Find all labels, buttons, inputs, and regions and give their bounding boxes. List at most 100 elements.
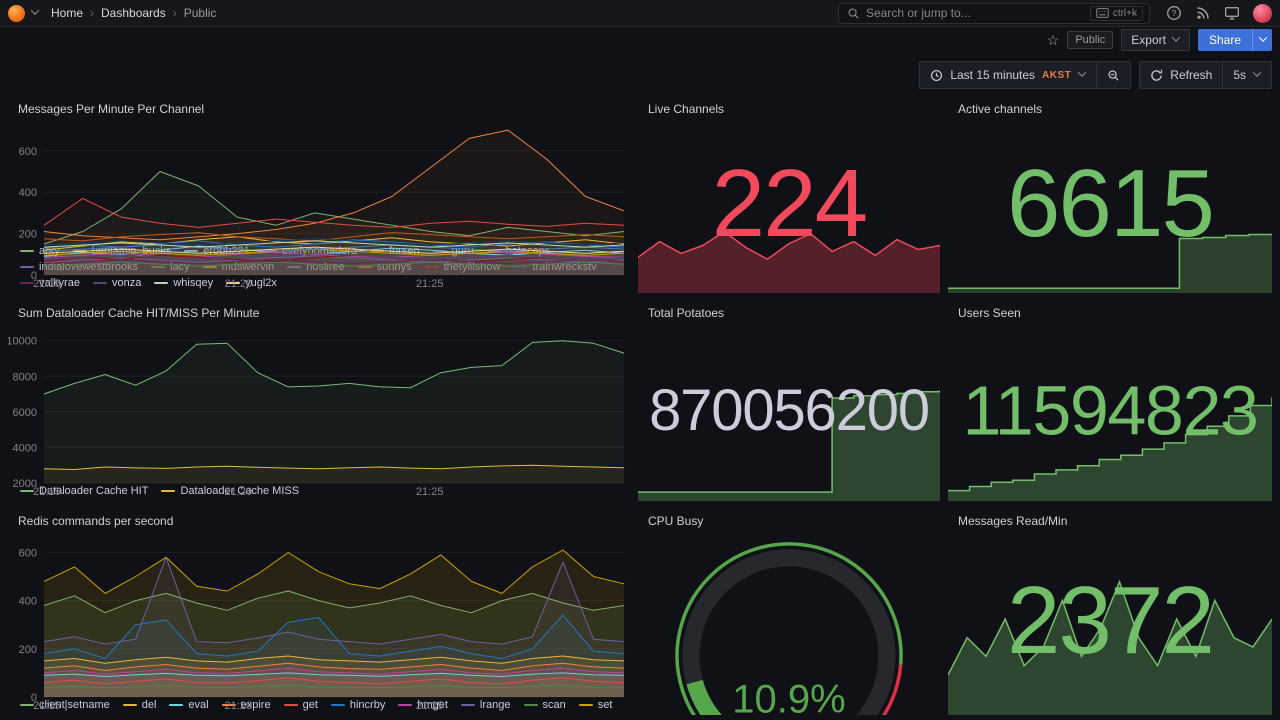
refresh-interval-dropdown[interactable]: 5s — [1222, 61, 1272, 89]
legend-item[interactable]: expire — [221, 698, 271, 712]
legend-item[interactable]: client|setname — [20, 698, 110, 712]
panel-title[interactable]: Total Potatoes — [648, 306, 725, 320]
legend-series-mark — [283, 704, 298, 706]
keyboard-icon — [1096, 8, 1109, 18]
search-input[interactable]: Search or jump to... ctrl+k — [838, 2, 1150, 24]
svg-text:10.9%: 10.9% — [732, 678, 845, 715]
legend-item[interactable]: hmget — [398, 698, 448, 712]
panel-title[interactable]: Users Seen — [958, 306, 1021, 320]
legend-item[interactable]: del — [122, 698, 156, 712]
stat-total-potatoes: 870056200 — [638, 322, 940, 501]
svg-text:21:20: 21:20 — [225, 486, 253, 497]
panel-title[interactable]: CPU Busy — [648, 514, 704, 528]
help-icon[interactable]: ? — [1166, 5, 1182, 21]
refresh-icon — [1151, 69, 1163, 81]
svg-text:21:15: 21:15 — [33, 278, 61, 289]
breadcrumb-home[interactable]: Home — [51, 6, 84, 20]
stat-users-seen: 11594823 — [948, 322, 1272, 501]
legend-item[interactable]: get — [283, 698, 318, 712]
dashboard-toolbar: Last 15 minutes AKST Refresh 5s — [0, 53, 1280, 95]
legend-item[interactable]: lrange — [460, 698, 511, 712]
timeseries-chart-dataloader[interactable]: 2000 4000 6000 8000 10000 21:15 21:20 21:25 — [8, 322, 630, 497]
legend-item[interactable]: scan — [523, 698, 566, 712]
breadcrumb: Home › Dashboards › Public — [51, 6, 216, 20]
svg-text:200: 200 — [19, 644, 37, 656]
panel-title[interactable]: Messages Read/Min — [958, 514, 1068, 528]
stat-messages-read: 2372 — [948, 530, 1272, 715]
legend-item[interactable]: yugl2x — [226, 276, 277, 290]
legend-series-label: whisqey — [173, 277, 214, 289]
legend-item[interactable]: Dataloader Cache MISS — [161, 484, 299, 498]
panel-messages-per-minute: Messages Per Minute Per Channel 0 200 400 6… — [8, 97, 630, 293]
breadcrumb-dashboards[interactable]: Dashboards — [101, 6, 166, 20]
legend-item[interactable]: hincrby — [330, 698, 385, 712]
svg-text:21:15: 21:15 — [33, 700, 61, 711]
panel-messages-read: Messages Read/Min 2372 — [948, 509, 1272, 715]
legend-item[interactable]: eval — [169, 698, 209, 712]
share-dropdown-button[interactable] — [1252, 29, 1272, 51]
legend-item[interactable]: whisqey — [154, 276, 213, 290]
export-button[interactable]: Export — [1121, 29, 1190, 51]
legend-series-mark — [513, 266, 528, 268]
legend-series-label: yugl2x — [245, 277, 277, 289]
legend-item[interactable]: lacy — [151, 260, 190, 274]
legend-series-label: vonza — [111, 277, 142, 289]
timeseries-chart-messages[interactable]: 0 200 400 600 21:15 21:20 21:25 — [8, 118, 630, 289]
refresh-button[interactable]: Refresh — [1139, 61, 1224, 89]
chevron-down-icon — [1078, 71, 1086, 79]
breadcrumb-separator: › — [172, 6, 177, 20]
legend-series-mark — [486, 250, 501, 252]
chevron-down-icon[interactable] — [31, 9, 39, 17]
legend-item[interactable]: valkyrae — [20, 276, 80, 290]
share-button[interactable]: Share — [1197, 29, 1272, 51]
timeseries-chart-redis[interactable]: 0 200 400 600 21:15 21:20 21:25 — [8, 530, 630, 711]
rss-icon[interactable] — [1195, 5, 1211, 21]
legend-series-mark — [20, 250, 34, 252]
legend-item[interactable]: set — [578, 698, 613, 712]
panel-title[interactable]: Sum Dataloader Cache HIT/MISS Per Minute — [18, 306, 260, 320]
search-icon — [848, 7, 859, 19]
panel-title[interactable]: Messages Per Minute Per Channel — [18, 102, 205, 116]
svg-text:400: 400 — [19, 596, 37, 608]
panel-live-channels: Live Channels 224 — [638, 97, 940, 293]
legend-item[interactable]: indialovewestbrooks — [20, 260, 138, 274]
legend-series-mark — [20, 282, 34, 284]
legend-item[interactable]: Dataloader Cache HIT — [20, 484, 148, 498]
svg-text:0: 0 — [31, 692, 37, 704]
zoom-out-button[interactable] — [1096, 61, 1132, 89]
visibility-tag[interactable]: Public — [1067, 31, 1114, 49]
chart-legend: client|setname del eval expire get hincrby hmg… — [8, 697, 630, 715]
legend-item[interactable]: vonza — [92, 276, 142, 290]
panel-title[interactable]: Active channels — [958, 102, 1043, 116]
time-range-picker[interactable]: Last 15 minutes AKST — [919, 61, 1098, 89]
legend-series-label: lrange — [479, 699, 511, 711]
star-icon[interactable]: ☆ — [1046, 32, 1060, 48]
svg-text:200: 200 — [19, 229, 37, 241]
breadcrumb-separator: › — [90, 6, 95, 20]
panel-title[interactable]: Live Channels — [648, 102, 725, 116]
legend-series-mark — [202, 266, 217, 268]
legend-series-label: valkyrae — [39, 277, 80, 289]
grafana-logo[interactable] — [8, 4, 25, 22]
svg-text:21:25: 21:25 — [416, 700, 444, 711]
legend-series-label: set — [597, 699, 613, 711]
chevron-down-icon — [1253, 71, 1261, 79]
legend-series-mark — [424, 266, 439, 268]
legend-series-label: hmget — [417, 699, 448, 711]
panel-users-seen: Users Seen 11594823 — [948, 301, 1272, 501]
panel-cpu-busy: CPU Busy 10.9% — [638, 509, 940, 715]
svg-text:600: 600 — [19, 146, 37, 158]
dashboard-grid: Messages Per Minute Per Channel 0 200 400 6… — [8, 97, 1272, 715]
stat-value: 870056200 — [649, 377, 930, 443]
monitor-icon[interactable] — [1224, 5, 1240, 21]
panel-title[interactable]: Redis commands per second — [18, 514, 174, 528]
chevron-down-icon — [1259, 36, 1267, 44]
svg-text:6000: 6000 — [13, 407, 37, 419]
legend-series-mark — [357, 266, 372, 268]
legend-series-mark — [151, 266, 166, 268]
legend-series-mark — [221, 704, 236, 706]
svg-text:0: 0 — [31, 270, 37, 282]
user-avatar[interactable] — [1253, 3, 1272, 23]
gauge-cpu-busy: 10.9% — [638, 530, 940, 715]
legend-series-mark — [154, 282, 169, 284]
